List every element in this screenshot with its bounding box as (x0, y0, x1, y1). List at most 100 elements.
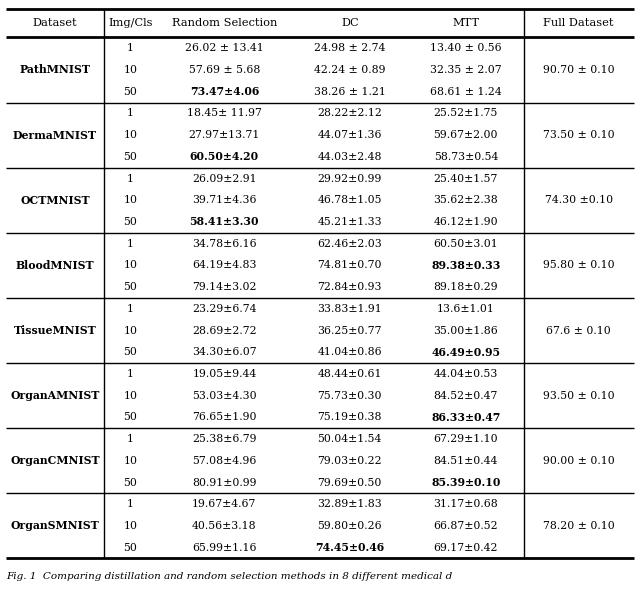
Text: 59.67±2.00: 59.67±2.00 (433, 130, 498, 140)
Text: 53.03±4.30: 53.03±4.30 (192, 391, 257, 401)
Text: 28.69±2.72: 28.69±2.72 (192, 326, 257, 336)
Text: 57.69 ± 5.68: 57.69 ± 5.68 (189, 65, 260, 75)
Text: 84.52±0.47: 84.52±0.47 (434, 391, 498, 401)
Text: 79.03±0.22: 79.03±0.22 (317, 456, 382, 466)
Text: 26.02 ± 13.41: 26.02 ± 13.41 (185, 43, 264, 53)
Text: 73.47±4.06: 73.47±4.06 (189, 86, 259, 97)
Text: 66.87±0.52: 66.87±0.52 (433, 521, 498, 531)
Text: Full Dataset: Full Dataset (543, 18, 614, 28)
Text: 60.50±4.20: 60.50±4.20 (190, 151, 259, 163)
Text: 46.78±1.05: 46.78±1.05 (317, 195, 382, 205)
Text: 10: 10 (124, 326, 137, 336)
Text: 89.38±0.33: 89.38±0.33 (431, 260, 500, 271)
Text: 74.30 ±0.10: 74.30 ±0.10 (545, 195, 612, 205)
Text: 19.67±4.67: 19.67±4.67 (192, 499, 257, 509)
Text: OrganAMNIST: OrganAMNIST (10, 390, 100, 401)
Text: 26.09±2.91: 26.09±2.91 (192, 174, 257, 184)
Text: 1: 1 (127, 239, 134, 249)
Text: 10: 10 (124, 130, 137, 140)
Text: 1: 1 (127, 43, 134, 53)
Text: 79.69±0.50: 79.69±0.50 (317, 478, 382, 488)
Text: 10: 10 (124, 521, 137, 531)
Text: 90.70 ± 0.10: 90.70 ± 0.10 (543, 65, 614, 75)
Text: 44.04±0.53: 44.04±0.53 (434, 369, 498, 379)
Text: DermaMNIST: DermaMNIST (13, 129, 97, 141)
Text: PathMNIST: PathMNIST (19, 64, 90, 76)
Text: 84.51±0.44: 84.51±0.44 (434, 456, 498, 466)
Text: 10: 10 (124, 456, 137, 466)
Text: 23.29±6.74: 23.29±6.74 (192, 304, 257, 314)
Text: OCTMNIST: OCTMNIST (20, 195, 90, 206)
Text: 25.52±1.75: 25.52±1.75 (434, 108, 498, 118)
Text: 13.40 ± 0.56: 13.40 ± 0.56 (430, 43, 502, 53)
Text: 74.81±0.70: 74.81±0.70 (317, 261, 382, 271)
Text: 80.91±0.99: 80.91±0.99 (192, 478, 257, 488)
Text: 1: 1 (127, 434, 134, 444)
Text: 46.12±1.90: 46.12±1.90 (433, 217, 498, 227)
Text: 44.07±1.36: 44.07±1.36 (317, 130, 382, 140)
Text: 75.19±0.38: 75.19±0.38 (317, 413, 382, 423)
Text: 45.21±1.33: 45.21±1.33 (317, 217, 382, 227)
Text: 46.49±0.95: 46.49±0.95 (431, 347, 500, 358)
Text: 25.38±6.79: 25.38±6.79 (192, 434, 257, 444)
Text: 85.39±0.10: 85.39±0.10 (431, 477, 500, 488)
Text: Random Selection: Random Selection (172, 18, 277, 28)
Text: 60.50±3.01: 60.50±3.01 (433, 239, 498, 249)
Text: 75.73±0.30: 75.73±0.30 (317, 391, 382, 401)
Text: 68.61 ± 1.24: 68.61 ± 1.24 (430, 87, 502, 97)
Text: 35.00±1.86: 35.00±1.86 (433, 326, 498, 336)
Text: 1: 1 (127, 304, 134, 314)
Text: 10: 10 (124, 65, 137, 75)
Text: 35.62±2.38: 35.62±2.38 (433, 195, 498, 205)
Text: 59.80±0.26: 59.80±0.26 (317, 521, 382, 531)
Text: Dataset: Dataset (33, 18, 77, 28)
Text: 67.6 ± 0.10: 67.6 ± 0.10 (547, 326, 611, 336)
Text: 50: 50 (124, 348, 137, 357)
Text: 36.25±0.77: 36.25±0.77 (317, 326, 382, 336)
Text: 50: 50 (124, 87, 137, 97)
Text: 25.40±1.57: 25.40±1.57 (434, 174, 498, 184)
Text: 13.6±1.01: 13.6±1.01 (437, 304, 495, 314)
Text: 1: 1 (127, 499, 134, 509)
Text: DC: DC (341, 18, 358, 28)
Text: 41.04±0.86: 41.04±0.86 (317, 348, 382, 357)
Text: 50: 50 (124, 413, 137, 423)
Text: 69.17±0.42: 69.17±0.42 (433, 543, 498, 553)
Text: OrganSMNIST: OrganSMNIST (11, 521, 99, 531)
Text: 78.20 ± 0.10: 78.20 ± 0.10 (543, 521, 614, 531)
Text: 74.45±0.46: 74.45±0.46 (315, 542, 385, 553)
Text: 10: 10 (124, 391, 137, 401)
Text: 27.97±13.71: 27.97±13.71 (189, 130, 260, 140)
Text: 39.71±4.36: 39.71±4.36 (192, 195, 257, 205)
Text: 32.89±1.83: 32.89±1.83 (317, 499, 382, 509)
Text: 10: 10 (124, 195, 137, 205)
Text: 29.92±0.99: 29.92±0.99 (317, 174, 382, 184)
Text: 34.78±6.16: 34.78±6.16 (192, 239, 257, 249)
Text: Img/Cls: Img/Cls (108, 18, 152, 28)
Text: TissueMNIST: TissueMNIST (13, 325, 97, 336)
Text: 42.24 ± 0.89: 42.24 ± 0.89 (314, 65, 385, 75)
Text: 64.19±4.83: 64.19±4.83 (192, 261, 257, 271)
Text: 57.08±4.96: 57.08±4.96 (192, 456, 257, 466)
Text: 31.17±0.68: 31.17±0.68 (433, 499, 498, 509)
Text: 79.14±3.02: 79.14±3.02 (192, 282, 257, 292)
Text: 58.73±0.54: 58.73±0.54 (434, 152, 498, 162)
Text: 44.03±2.48: 44.03±2.48 (317, 152, 382, 162)
Text: 50.04±1.54: 50.04±1.54 (317, 434, 382, 444)
Text: 62.46±2.03: 62.46±2.03 (317, 239, 382, 249)
Text: 50: 50 (124, 152, 137, 162)
Text: 38.26 ± 1.21: 38.26 ± 1.21 (314, 87, 386, 97)
Text: 50: 50 (124, 478, 137, 488)
Text: 48.44±0.61: 48.44±0.61 (317, 369, 382, 379)
Text: 93.50 ± 0.10: 93.50 ± 0.10 (543, 391, 614, 401)
Text: 33.83±1.91: 33.83±1.91 (317, 304, 382, 314)
Text: OrganCMNIST: OrganCMNIST (10, 455, 100, 466)
Text: 1: 1 (127, 108, 134, 118)
Text: 50: 50 (124, 543, 137, 553)
Text: 89.18±0.29: 89.18±0.29 (433, 282, 498, 292)
Text: BloodMNIST: BloodMNIST (16, 260, 94, 271)
Text: 86.33±0.47: 86.33±0.47 (431, 412, 500, 423)
Text: 24.98 ± 2.74: 24.98 ± 2.74 (314, 43, 385, 53)
Text: 32.35 ± 2.07: 32.35 ± 2.07 (430, 65, 502, 75)
Text: 10: 10 (124, 261, 137, 271)
